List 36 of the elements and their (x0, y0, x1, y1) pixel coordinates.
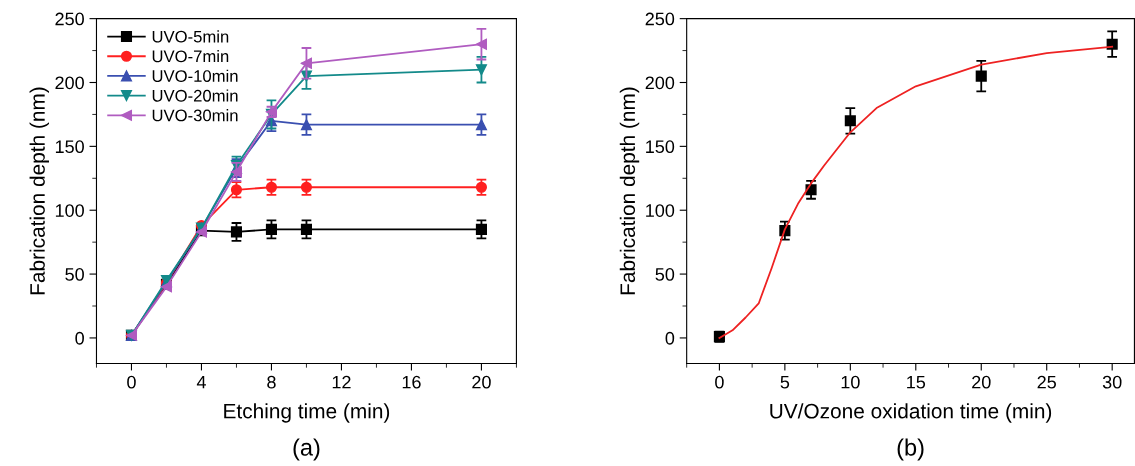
legend-label: UVO-30min (152, 109, 238, 122)
y-tick-label: 0 (665, 331, 675, 345)
x-tick-label: 16 (402, 375, 421, 389)
text: (b) (897, 438, 924, 461)
y-tick-label: 100 (646, 204, 675, 217)
x-tick-label: 8 (267, 375, 276, 389)
y-tick-label: 50 (655, 268, 675, 281)
y-tick-label: 200 (55, 76, 84, 90)
x-tick-label: 0 (715, 375, 724, 389)
x-tick-label: 0 (127, 375, 136, 389)
x-axis-title: UV/Ozone oxidation time (min) (770, 403, 1052, 423)
y-tick-label: 150 (55, 140, 84, 154)
legend-label: UVO-7min (152, 50, 229, 63)
x-tick-label: 4 (196, 375, 206, 389)
x-tick-label: 12 (332, 375, 351, 389)
y-tick-label: 50 (65, 268, 84, 281)
legend-label: UVO-10min (152, 69, 238, 82)
legend-label: UVO-20min (152, 89, 238, 102)
x-tick-label: 20 (472, 375, 491, 389)
x-tick-label: 10 (841, 375, 860, 389)
y-tick-label: 0 (75, 331, 84, 345)
legend-label: UVO-5min (152, 30, 229, 43)
y-axis-title: Fabrication depth (nm) (619, 87, 640, 295)
x-tick-label: 5 (780, 375, 790, 389)
x-tick-label: 20 (972, 375, 991, 389)
x-tick-label: 25 (1037, 375, 1056, 389)
text: (a) (293, 438, 320, 461)
y-tick-label: 200 (645, 76, 675, 90)
y-tick-label: 100 (55, 204, 84, 217)
y-axis-title: Fabrication depth (nm) (29, 87, 49, 295)
x-tick-label: 30 (1102, 375, 1122, 389)
y-tick-label: 250 (55, 12, 84, 26)
y-tick-label: 250 (645, 12, 675, 26)
y-tick-label: 150 (646, 140, 675, 154)
x-tick-label: 15 (907, 375, 926, 389)
x-axis-title: Etching time (min) (224, 403, 390, 423)
